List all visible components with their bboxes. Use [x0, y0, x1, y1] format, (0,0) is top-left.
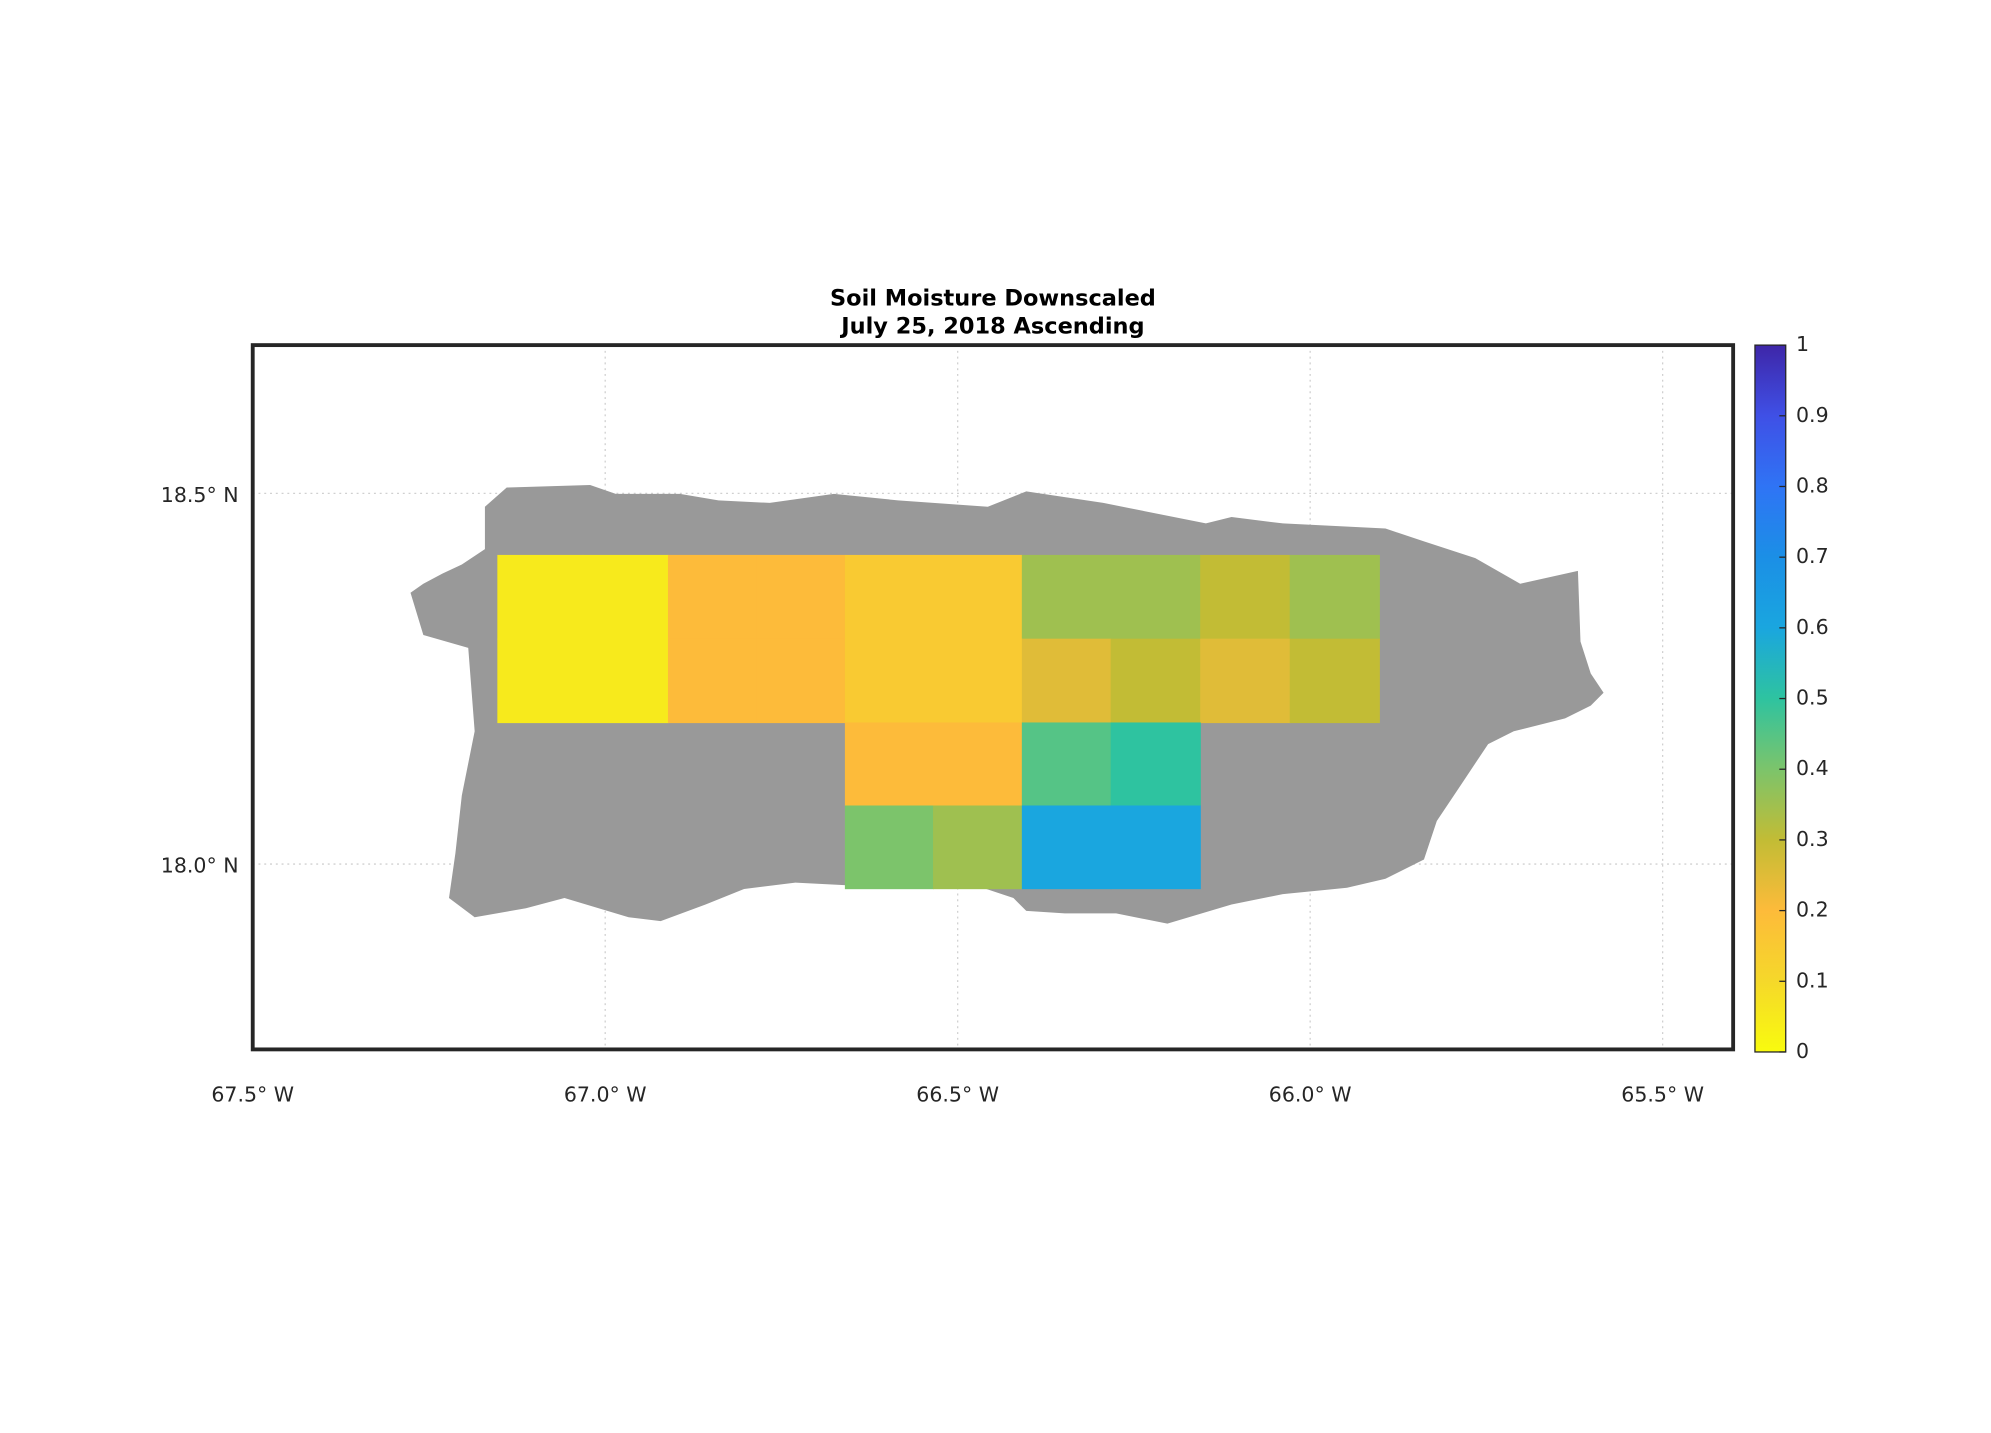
moisture-cell — [582, 554, 669, 640]
moisture-cell — [844, 805, 934, 890]
x-tick-label: 65.5° W — [1621, 1083, 1704, 1107]
y-tick-label: 18.5° N — [161, 483, 239, 507]
colorbar-tick-label: 0.3 — [1796, 827, 1829, 851]
moisture-cell — [844, 638, 934, 724]
colorbar-tick-label: 0.6 — [1796, 615, 1829, 639]
moisture-cell — [844, 722, 934, 807]
moisture-cell — [1200, 554, 1291, 640]
moisture-cell — [497, 554, 584, 640]
moisture-cell — [497, 638, 584, 724]
moisture-cell — [933, 638, 1023, 724]
colorbar-tick-label: 0.8 — [1796, 473, 1829, 497]
moisture-cell — [933, 722, 1023, 807]
moisture-cell — [1200, 638, 1291, 724]
moisture-cell — [1021, 805, 1112, 890]
moisture-cell — [756, 554, 846, 640]
colorbar-tick-label: 0.2 — [1796, 898, 1829, 922]
x-tick-label: 66.5° W — [916, 1083, 999, 1107]
moisture-cell — [1110, 722, 1201, 807]
x-tick-label: 67.5° W — [211, 1083, 294, 1107]
colorbar-tick-label: 0.4 — [1796, 756, 1829, 780]
moisture-cell — [1021, 638, 1112, 724]
chart-title: Soil Moisture Downscaled — [830, 285, 1156, 311]
colorbar-tick-label: 1 — [1796, 332, 1809, 356]
x-tick-label: 66.0° W — [1269, 1083, 1352, 1107]
axes-box — [250, 343, 1736, 1052]
moisture-cell — [1289, 638, 1380, 724]
moisture-cell — [1110, 638, 1201, 724]
colorbar-tick-label: 0.5 — [1796, 686, 1829, 710]
colorbar-tick-label: 0.7 — [1796, 544, 1829, 568]
colorbar-tick-label: 0 — [1796, 1039, 1809, 1063]
moisture-cell — [1110, 554, 1201, 640]
moisture-cell — [1021, 554, 1112, 640]
moisture-cell — [756, 638, 846, 724]
moisture-cell — [1021, 722, 1112, 807]
x-tick-label: 67.0° W — [564, 1083, 647, 1107]
moisture-cell — [667, 638, 757, 724]
moisture-cell — [582, 638, 669, 724]
moisture-cell — [933, 805, 1023, 890]
soil-moisture-cells — [497, 554, 1380, 890]
colorbar-tick-label: 0.9 — [1796, 403, 1829, 427]
moisture-cell — [844, 554, 934, 640]
moisture-cell — [667, 554, 757, 640]
y-tick-label: 18.0° N — [161, 854, 239, 878]
moisture-cell — [933, 554, 1023, 640]
moisture-cell — [1289, 554, 1380, 640]
moisture-cell — [1110, 805, 1201, 890]
colorbar-tick-label: 0.1 — [1796, 968, 1829, 992]
chart-subtitle: July 25, 2018 Ascending — [839, 314, 1144, 340]
